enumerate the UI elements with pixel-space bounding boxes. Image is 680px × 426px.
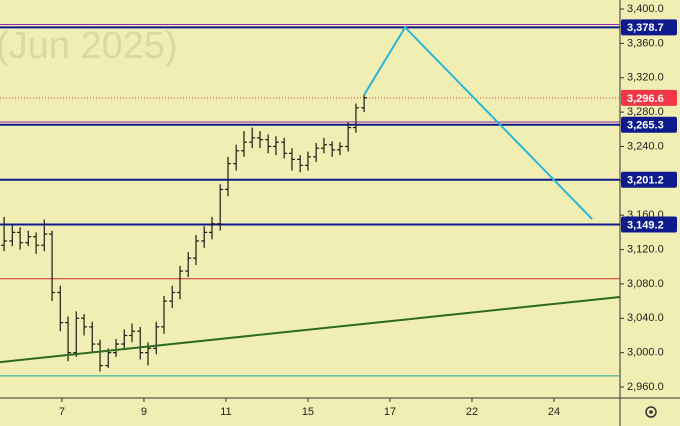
x-tick-label: 7: [59, 406, 65, 418]
price-tag: [621, 216, 677, 233]
price-tag-label: 3,296.6: [627, 93, 664, 105]
x-tick-label: 11: [220, 406, 231, 418]
y-tick-label: 3,320.0: [627, 72, 664, 84]
y-tick-label: 2,960.0: [627, 381, 664, 393]
y-tick-label: 3,280.0: [627, 106, 664, 118]
x-tick-label: 17: [384, 406, 396, 418]
watermark: (Jun 2025): [0, 25, 178, 67]
price-tag: [621, 171, 677, 188]
x-tick-label: 9: [141, 406, 147, 418]
y-tick-label: 3,080.0: [627, 278, 664, 290]
price-tag-label: 3,201.2: [627, 175, 664, 187]
price-tag-label: 3,149.2: [627, 219, 664, 231]
drawn-line: [363, 25, 593, 220]
price-tag-label: 3,378.7: [627, 22, 664, 34]
x-tick-label: 15: [302, 406, 314, 418]
settings-icon[interactable]: [645, 406, 657, 418]
x-tick-label: 22: [466, 406, 478, 418]
x-tick-label: 24: [548, 406, 560, 418]
y-tick-label: 3,240.0: [627, 140, 664, 152]
y-tick-label: 3,000.0: [627, 347, 664, 359]
drawn-line: [0, 295, 621, 364]
settings-button[interactable]: [645, 406, 657, 418]
y-tick-label: 3,120.0: [627, 243, 664, 255]
price-tag: [621, 116, 677, 133]
y-tick-label: 3,400.0: [627, 3, 664, 15]
price-tag-label: 3,265.3: [627, 120, 664, 132]
price-tag: [621, 89, 677, 106]
price-tag: [621, 19, 677, 36]
y-tick-label: 3,360.0: [627, 37, 664, 49]
settings-icon[interactable]: [649, 410, 653, 414]
y-tick-label: 3,040.0: [627, 312, 664, 324]
